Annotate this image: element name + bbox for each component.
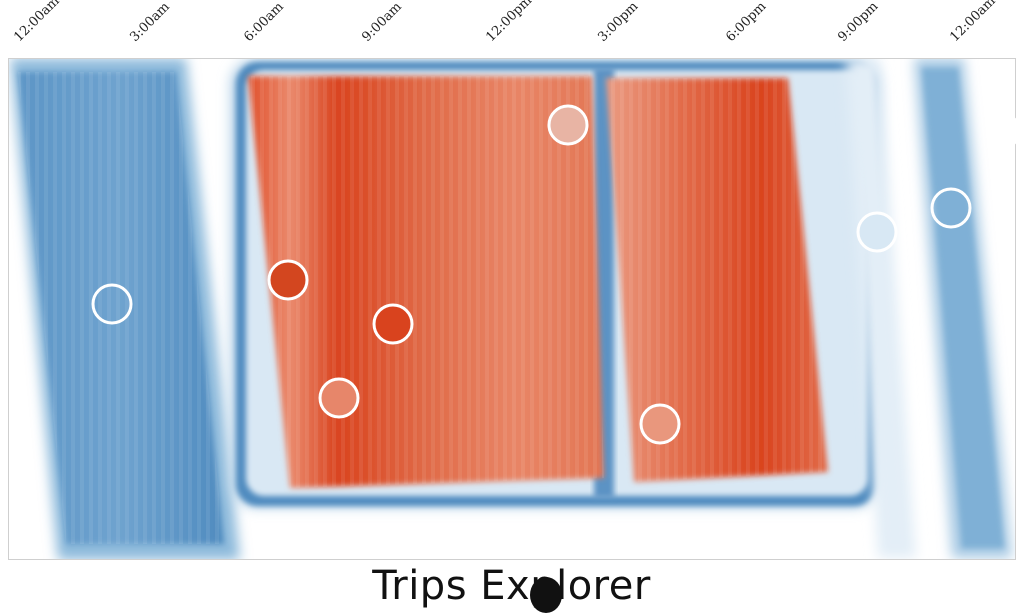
- marker-noon[interactable]: [547, 104, 589, 146]
- time-tick: 12:00pm: [483, 0, 536, 46]
- time-tick: 12:00am: [11, 0, 63, 45]
- marker-night[interactable]: [930, 187, 972, 229]
- time-tick: 6:00pm: [723, 0, 770, 46]
- time-tick: 12:00am: [947, 0, 999, 45]
- page-title: Trips Explorer: [372, 563, 651, 609]
- markers[interactable]: [91, 104, 972, 445]
- time-tick: 9:00pm: [835, 0, 882, 46]
- afternoon-block: [606, 78, 828, 482]
- trips-heatmap[interactable]: [8, 58, 1016, 560]
- time-tick: 9:00am: [359, 0, 405, 46]
- marker-afternoon[interactable]: [639, 403, 681, 445]
- resize-handle[interactable]: [1011, 116, 1023, 146]
- marker-early-morning[interactable]: [91, 283, 133, 325]
- time-tick: 3:00am: [127, 0, 173, 46]
- time-tick: 6:00am: [241, 0, 287, 46]
- evening-band: [846, 58, 1012, 558]
- marker-evening[interactable]: [856, 211, 898, 253]
- marker-mid-morning[interactable]: [372, 303, 414, 345]
- night-band-left: [10, 58, 240, 560]
- cursor-icon: [530, 577, 562, 613]
- marker-morning-peak[interactable]: [267, 259, 309, 301]
- time-tick: 3:00pm: [595, 0, 642, 46]
- marker-late-morning[interactable]: [318, 377, 360, 419]
